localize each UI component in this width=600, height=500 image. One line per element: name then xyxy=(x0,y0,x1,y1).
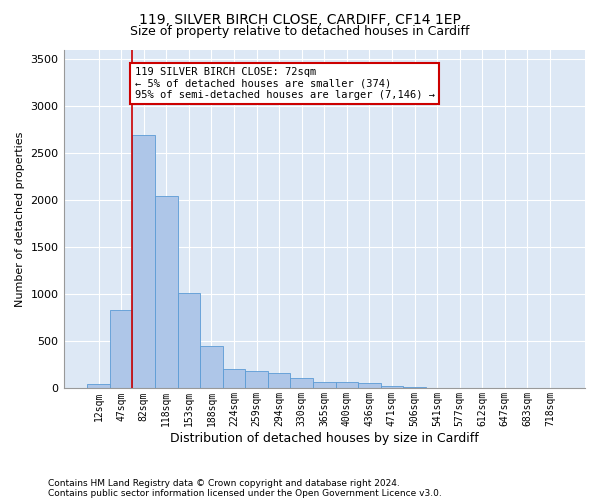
Bar xyxy=(87,384,110,388)
Bar xyxy=(290,378,313,388)
Text: 119 SILVER BIRCH CLOSE: 72sqm
← 5% of detached houses are smaller (374)
95% of s: 119 SILVER BIRCH CLOSE: 72sqm ← 5% of de… xyxy=(134,67,434,100)
Bar xyxy=(313,382,335,388)
Bar xyxy=(268,374,290,388)
Bar xyxy=(358,383,381,388)
Bar xyxy=(335,382,358,388)
Bar xyxy=(223,369,245,388)
Bar xyxy=(133,134,155,388)
Bar xyxy=(178,292,200,388)
Bar xyxy=(155,196,178,388)
Bar xyxy=(381,386,403,388)
Bar xyxy=(110,310,133,388)
Y-axis label: Number of detached properties: Number of detached properties xyxy=(15,132,25,307)
Text: Size of property relative to detached houses in Cardiff: Size of property relative to detached ho… xyxy=(130,25,470,38)
Text: Contains public sector information licensed under the Open Government Licence v3: Contains public sector information licen… xyxy=(48,488,442,498)
Text: 119, SILVER BIRCH CLOSE, CARDIFF, CF14 1EP: 119, SILVER BIRCH CLOSE, CARDIFF, CF14 1… xyxy=(139,12,461,26)
Bar xyxy=(245,370,268,388)
Bar xyxy=(200,346,223,389)
Text: Contains HM Land Registry data © Crown copyright and database right 2024.: Contains HM Land Registry data © Crown c… xyxy=(48,478,400,488)
X-axis label: Distribution of detached houses by size in Cardiff: Distribution of detached houses by size … xyxy=(170,432,479,445)
